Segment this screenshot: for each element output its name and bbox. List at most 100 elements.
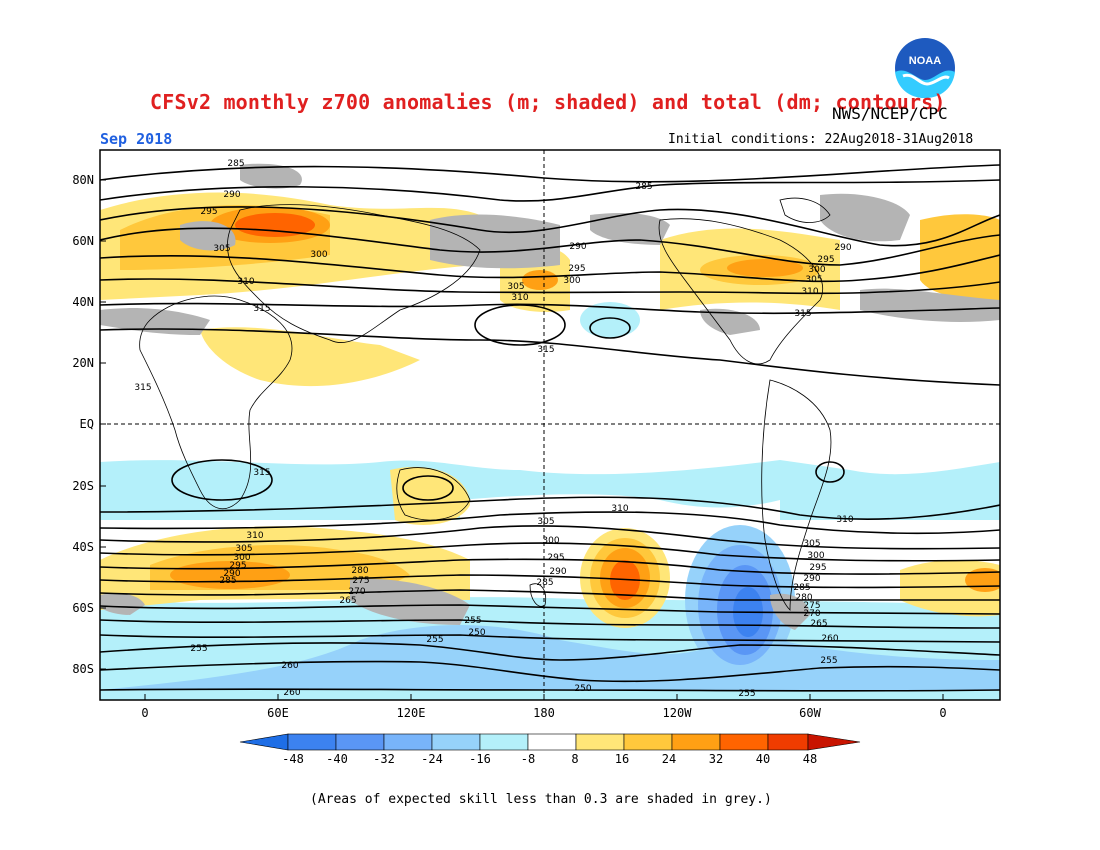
colorbar-tick: 48 [803,752,817,766]
contour-label: 290 [803,574,820,584]
contour-label: 295 [568,264,585,274]
australia-outline [396,467,471,521]
lon-axis: 0 60E 120E 180 120W 60W 0 [141,694,947,720]
noaa-logo: NOAA [893,36,957,104]
agency-label: NWS/NCEP/CPC [832,104,948,123]
lon-label-120w: 120W [663,706,693,720]
colorbar-swatch [623,733,673,751]
lon-label-180: 180 [533,706,555,720]
colorbar-tick: 16 [615,752,629,766]
contour-label: 290 [549,567,566,577]
lon-label-60w: 60W [799,706,821,720]
colorbar-swatch [575,733,625,751]
lat-label-60s: 60S [72,601,94,615]
contour-label: 295 [200,207,217,217]
contour-label: 295 [809,563,826,573]
logo-text: NOAA [909,55,941,67]
contour-label: 310 [801,287,818,297]
colorbar-swatch [527,733,577,751]
colorbar-tick: -24 [421,752,443,766]
contour-label: 315 [794,309,811,319]
contour-label: 310 [246,531,263,541]
contour-label: 300 [233,553,250,563]
contour-label: 305 [803,539,820,549]
contour-label: 260 [281,661,298,671]
contour-label: 290 [834,243,851,253]
contour-label: 250 [574,684,591,694]
colorbar-tick: 32 [709,752,723,766]
contour-label: 265 [810,619,827,629]
anomaly-shading [100,163,1000,700]
contour-label: 270 [803,609,820,619]
noaa-logo-icon: NOAA [895,38,955,98]
lat-label-20n: 20N [72,356,94,370]
contour-label: 300 [310,250,327,260]
contour-label: 280 [795,593,812,603]
contour-label: 285 [219,576,236,586]
contour-label: 310 [611,504,628,514]
colorbar-tick: 8 [571,752,578,766]
contour-label: 305 [507,282,524,292]
skill-footnote: (Areas of expected skill less than 0.3 a… [310,792,772,807]
contour-label: 305 [235,544,252,554]
lon-label-60e: 60E [267,706,289,720]
contour-label: 305 [805,275,822,285]
contour-labels-south: 310 310 310 305 305 305 300 300 300 295 … [190,504,853,699]
contour-label: 270 [348,587,365,597]
contour-label: 295 [547,553,564,563]
colorbar-swatch [767,733,809,751]
contour-label: 310 [511,293,528,303]
contour-label: 255 [738,689,755,699]
contour-label: 255 [190,644,207,654]
contour-label: 300 [808,265,825,275]
lat-label-60n: 60N [72,234,94,248]
contour-label: 315 [253,304,270,314]
contour-label: 265 [339,596,356,606]
colorbar-swatch [383,733,433,751]
contour-label: 260 [821,634,838,644]
contour-label: 250 [468,628,485,638]
colorbar-swatch [431,733,481,751]
lon-label-0-right: 0 [939,706,946,720]
colorbar-tick: 40 [756,752,770,766]
contour-label: 290 [569,242,586,252]
lat-label-80s: 80S [72,662,94,676]
contour-label: 290 [223,190,240,200]
contour-label: 305 [213,244,230,254]
lon-label-120e: 120E [397,706,426,720]
lat-label-80n: 80N [72,173,94,187]
contour-label: 290 [223,569,240,579]
new-zealand-outline [529,583,547,607]
colorbar-arrow-high [807,733,861,751]
colorbar-tick: -48 [282,752,304,766]
contour-label: 260 [283,688,300,698]
lat-label-40n: 40N [72,295,94,309]
contour-label: 275 [352,576,369,586]
contour-label: 255 [820,656,837,666]
forecast-month: Sep 2018 [100,130,173,148]
contour-label: 310 [836,515,853,525]
contour-label: 295 [817,255,834,265]
colorbar-swatch [479,733,529,751]
colorbar-tick: -32 [373,752,395,766]
contour-label: 255 [464,616,481,626]
colorbar: -48 -40 -32 -24 -16 -8 8 16 24 32 40 48 [239,733,861,766]
contour-label: 285 [536,578,553,588]
contour-label: 310 [237,277,254,287]
colorbar-swatch [671,733,721,751]
contour-label: 285 [635,182,652,192]
contour-label: 315 [537,345,554,355]
lat-label-eq: EQ [80,417,94,431]
contour-label: 315 [134,383,151,393]
initial-conditions: Initial conditions: 22Aug2018-31Aug2018 [668,132,974,147]
north-america-outline [658,218,823,365]
contour-label: 300 [563,276,580,286]
colorbar-swatch [335,733,385,751]
map-frame [99,149,1001,701]
contour-label: 280 [351,566,368,576]
contour-label: 285 [227,159,244,169]
colorbar-tick: -16 [469,752,491,766]
colorbar-tick: 24 [662,752,676,766]
contour-label: 285 [793,583,810,593]
